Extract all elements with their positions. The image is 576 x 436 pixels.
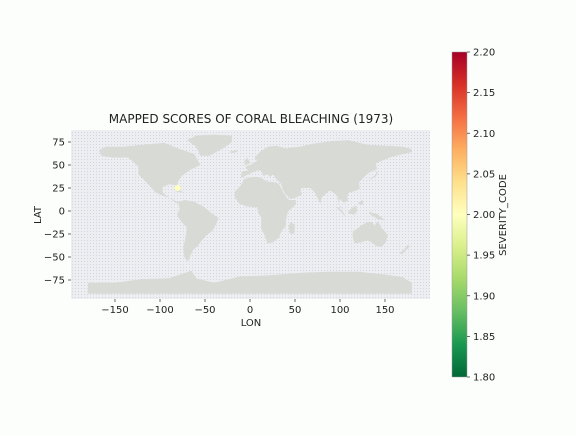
- x-tick-label: 150: [375, 305, 394, 316]
- y-tick-label: −50: [44, 253, 65, 264]
- y-tick-label: 50: [52, 161, 65, 172]
- colorbar-gradient: [452, 52, 467, 377]
- colorbar-tick-label: 2.20: [473, 48, 495, 59]
- y-tick-label: 75: [52, 138, 65, 149]
- y-tick-label: −75: [44, 276, 65, 287]
- bleaching-point: [175, 185, 181, 191]
- x-tick-label: 0: [247, 305, 253, 316]
- y-tick-label: −25: [44, 230, 65, 241]
- colorbar-ticks: 1.80 1.85 1.90 1.95 2.00 2.05 2.10 2.15 2.20: [467, 48, 495, 384]
- y-tick-label: 0: [59, 207, 65, 218]
- colorbar-tick-label: 1.95: [473, 251, 495, 262]
- x-axis-label: LON: [241, 318, 262, 329]
- x-tick-label: −50: [194, 305, 215, 316]
- colorbar-label: SEVERITY_CODE: [498, 174, 509, 256]
- x-tick-label: −150: [101, 305, 128, 316]
- y-axis-label: LAT: [33, 205, 44, 224]
- colorbar-tick-label: 2.10: [473, 129, 495, 140]
- colorbar: 1.80 1.85 1.90 1.95 2.00 2.05 2.10 2.15 2.20: [452, 48, 495, 384]
- colorbar-tick-label: 1.80: [473, 373, 495, 384]
- x-tick-label: 50: [289, 305, 302, 316]
- x-axis: −150 −100 −50 0 50 100 150: [101, 299, 394, 316]
- colorbar-tick-label: 2.15: [473, 88, 495, 99]
- x-tick-label: 100: [330, 305, 349, 316]
- colorbar-tick-label: 1.90: [473, 291, 495, 302]
- map-plot-area: [71, 130, 430, 299]
- colorbar-tick-label: 1.85: [473, 332, 495, 343]
- y-tick-label: 25: [52, 184, 65, 195]
- x-tick-label: −100: [146, 305, 173, 316]
- colorbar-tick-label: 2.05: [473, 169, 495, 180]
- colorbar-tick-label: 2.00: [473, 210, 495, 221]
- chart-title: MAPPED SCORES OF CORAL BLEACHING (1973): [109, 112, 393, 126]
- y-axis: 75 50 25 0 −25 −50 −75: [44, 138, 71, 287]
- bleaching-points: [175, 185, 181, 191]
